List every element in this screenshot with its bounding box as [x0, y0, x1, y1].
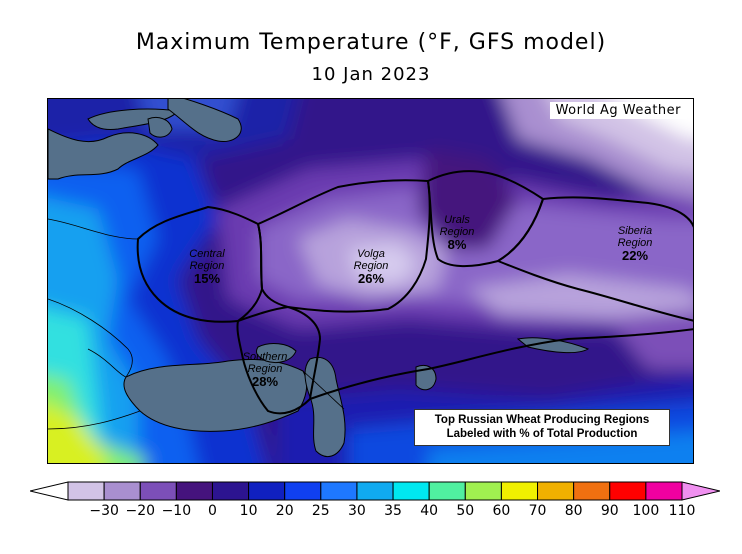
- region-name-line2: Region: [247, 362, 283, 375]
- region-label-siberia: Siberia Region 22%: [600, 225, 670, 264]
- legend-cell: [645, 481, 683, 501]
- legend-tick-label: −10: [161, 503, 192, 519]
- region-borders: [136, 170, 693, 415]
- region-label-southern: Southern Region 28%: [228, 351, 302, 390]
- note-line-2: Labeled with % of Total Production: [446, 428, 638, 441]
- legend-cell: [320, 481, 358, 501]
- map-date: 10 Jan 2023: [311, 64, 431, 85]
- region-name-line2: Region: [353, 259, 389, 272]
- legend-tick-label: 30: [348, 503, 366, 519]
- legend-tick-label: 110: [668, 503, 696, 519]
- lake-ladoga: [147, 116, 173, 138]
- legend-cell: [139, 481, 177, 501]
- map-note: Top Russian Wheat Producing Regions Labe…: [414, 409, 670, 446]
- border-siberia: [495, 196, 693, 322]
- legend-tick-label: 50: [456, 503, 475, 519]
- region-percent: 28%: [251, 374, 279, 390]
- legend-cell: [175, 481, 213, 501]
- aral-sea: [415, 365, 437, 391]
- region-name-line2: Region: [439, 225, 475, 238]
- region-name-line1: Volga: [357, 248, 385, 260]
- legend-cell: [464, 481, 502, 501]
- black-sea: [123, 358, 308, 432]
- region-name-line1: Siberia: [617, 225, 653, 237]
- legend-tick-label: 35: [384, 503, 402, 519]
- legend-tick-label: 25: [311, 503, 330, 519]
- region-name-line1: Central: [189, 248, 225, 260]
- border-kazakhstan: [309, 328, 693, 400]
- temperature-map: World Ag Weather Central Region 15% Volg…: [47, 98, 694, 464]
- credit-label: World Ag Weather: [549, 102, 687, 119]
- legend-tick-label: 40: [420, 503, 439, 519]
- legend-tick-label: −30: [89, 503, 119, 519]
- region-label-central: Central Region 15%: [172, 248, 242, 287]
- legend-cell: [573, 481, 611, 501]
- legend-cell: [609, 481, 647, 501]
- legend-cell: [67, 481, 105, 501]
- legend-tick-label: 90: [600, 503, 619, 519]
- legend-tick-labels: −30 −20 −10 0 10 20 25 30 35 40 50 60 70 80 90 100 110: [0, 503, 742, 523]
- map-title: Maximum Temperature (°F, GFS model): [135, 30, 607, 55]
- region-percent: 15%: [193, 271, 221, 287]
- legend-cell: [500, 481, 539, 501]
- legend-tick-label: 0: [208, 503, 217, 519]
- legend-tick-label: 100: [632, 503, 660, 519]
- note-line-1: Top Russian Wheat Producing Regions: [434, 414, 650, 426]
- legend-cell: [284, 481, 322, 501]
- legend-cell: [392, 481, 430, 501]
- legend-tick-label: −20: [125, 503, 156, 519]
- lake-balkhash: [516, 337, 590, 354]
- legend-tick-label: 20: [275, 503, 294, 519]
- region-name-line2: Region: [617, 236, 653, 249]
- legend-cell: [103, 481, 141, 501]
- legend-cell: [356, 481, 394, 501]
- legend-tick-label: 80: [564, 503, 583, 519]
- color-legend: [30, 481, 720, 501]
- border-volga: [256, 179, 431, 313]
- region-percent: 26%: [357, 271, 385, 287]
- water-bodies: [48, 99, 590, 458]
- legend-cells: [30, 481, 720, 501]
- region-label-volga: Volga Region 26%: [336, 248, 406, 287]
- legend-cell: [211, 481, 250, 501]
- legend-cell: [537, 481, 575, 501]
- legend-tick-label: 10: [239, 503, 258, 519]
- legend-under-arrow: [30, 481, 69, 501]
- legend-cell: [428, 481, 466, 501]
- region-name-line2: Region: [189, 259, 225, 272]
- region-label-urals: Urals Region 8%: [422, 214, 492, 253]
- region-name-line1: Southern: [242, 351, 288, 363]
- sea-of-azov: [255, 343, 297, 364]
- region-percent: 22%: [621, 248, 649, 264]
- white-sea: [167, 99, 242, 143]
- region-percent: 8%: [447, 237, 467, 253]
- country-borders: [48, 218, 345, 430]
- legend-tick-label: 60: [492, 503, 511, 519]
- legend-over-arrow: [681, 481, 720, 501]
- legend-tick-label: 70: [528, 503, 547, 519]
- legend-cell: [248, 481, 286, 501]
- region-name-line1: Urals: [444, 214, 470, 226]
- baltic-sea: [48, 128, 159, 180]
